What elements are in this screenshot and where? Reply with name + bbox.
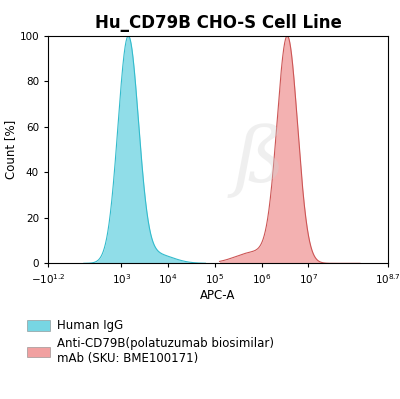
Legend: Human IgG, Anti-CD79B(polatuzumab biosimilar)
mAb (SKU: BME100171): Human IgG, Anti-CD79B(polatuzumab biosim… xyxy=(27,319,274,365)
Y-axis label: Count [%]: Count [%] xyxy=(4,120,16,179)
X-axis label: APC-A: APC-A xyxy=(200,289,236,302)
Text: ß: ß xyxy=(233,124,284,198)
Title: Hu_CD79B CHO-S Cell Line: Hu_CD79B CHO-S Cell Line xyxy=(94,14,342,32)
